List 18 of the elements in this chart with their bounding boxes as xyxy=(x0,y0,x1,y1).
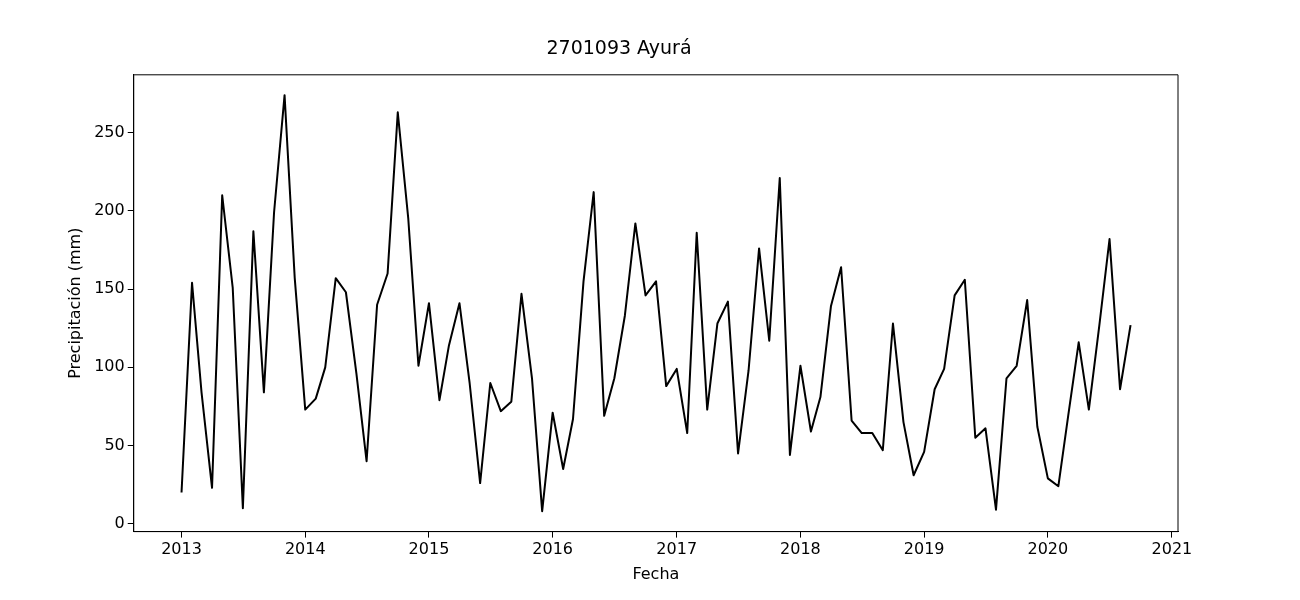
chart-title: 2701093 Ayurá xyxy=(546,36,692,59)
x-tick-label: 2017 xyxy=(656,539,698,559)
x-tick-label: 2013 xyxy=(161,539,202,559)
x-tick-label: 2019 xyxy=(903,539,945,559)
y-tick-label: 200 xyxy=(94,200,125,220)
x-tick-label: 2021 xyxy=(1151,539,1193,559)
y-tick-label: 0 xyxy=(114,512,125,532)
x-tick-label: 2014 xyxy=(284,539,326,559)
y-tick-label: 250 xyxy=(94,121,125,141)
x-tick-label: 2015 xyxy=(408,539,450,559)
y-tick-label: 150 xyxy=(94,278,125,298)
x-axis-title: Fecha xyxy=(632,563,680,583)
y-tick-label: 50 xyxy=(104,434,125,454)
x-tick-label: 2020 xyxy=(1027,539,1069,559)
y-tick-label: 100 xyxy=(94,356,125,376)
y-axis-title: Precipitación (mm) xyxy=(64,227,84,379)
x-tick-label: 2016 xyxy=(532,539,574,559)
x-tick-label: 2018 xyxy=(780,539,821,559)
